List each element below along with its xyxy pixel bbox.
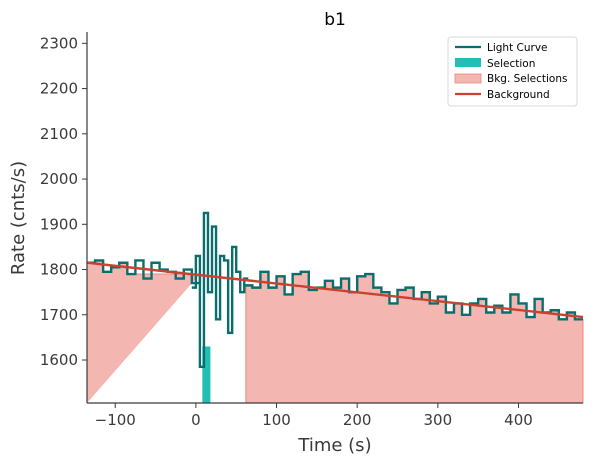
bkg-selection-region — [86, 259, 200, 403]
y-tick-label: 1900 — [40, 215, 78, 233]
light-curve-layer — [87, 211, 583, 369]
legend-item-background: Background — [455, 89, 550, 101]
x-ticks: −100 0 100 200 300 400 — [95, 403, 533, 429]
legend-frame — [447, 36, 578, 107]
x-tick-label: 300 — [424, 411, 453, 429]
y-axis-title: Rate (cnts/s) — [8, 161, 29, 275]
legend-item-selection: Selection — [455, 58, 535, 70]
y-tick-label: 2000 — [40, 170, 78, 188]
x-tick-label: −100 — [95, 411, 136, 429]
light-curve-step — [87, 259, 202, 285]
selection-band — [202, 346, 211, 403]
legend-label-selection: Selection — [487, 58, 535, 70]
legend-swatch-bkg-selections — [454, 73, 482, 84]
legend-item-light-curve: Light Curve — [455, 42, 548, 54]
light-curve-step — [191, 211, 249, 369]
x-tick-label: 200 — [343, 411, 372, 429]
y-tick-label: 2200 — [40, 80, 78, 98]
legend: Light Curve Selection Bkg. Selections Ba… — [447, 36, 578, 107]
x-axis-title: Time (s) — [297, 435, 371, 456]
legend-item-bkg-selections: Bkg. Selections — [454, 73, 567, 85]
y-tick-label: 1600 — [40, 351, 78, 369]
bkg-selection-fills — [86, 259, 584, 404]
x-tick-label: 100 — [262, 411, 291, 429]
legend-label-light-curve: Light Curve — [487, 42, 548, 54]
x-tick-label: 400 — [504, 411, 533, 429]
y-ticks: 1600 1700 1800 1900 2000 2100 2200 2300 — [40, 34, 87, 369]
light-curve-step — [244, 270, 583, 321]
y-tick-label: 2100 — [40, 125, 78, 143]
background-fit-layer — [86, 261, 584, 319]
y-tick-label: 1800 — [40, 261, 78, 279]
background-fit-line — [86, 261, 584, 319]
x-tick-label: 0 — [191, 411, 201, 429]
chart-title: b1 — [324, 10, 346, 30]
y-tick-label: 1700 — [40, 306, 78, 324]
legend-label-background: Background — [487, 89, 550, 101]
legend-swatch-selection — [455, 58, 481, 67]
y-tick-label: 2300 — [40, 34, 78, 52]
selection-band-layer — [202, 346, 211, 403]
legend-label-bkg-selections: Bkg. Selections — [487, 73, 567, 85]
